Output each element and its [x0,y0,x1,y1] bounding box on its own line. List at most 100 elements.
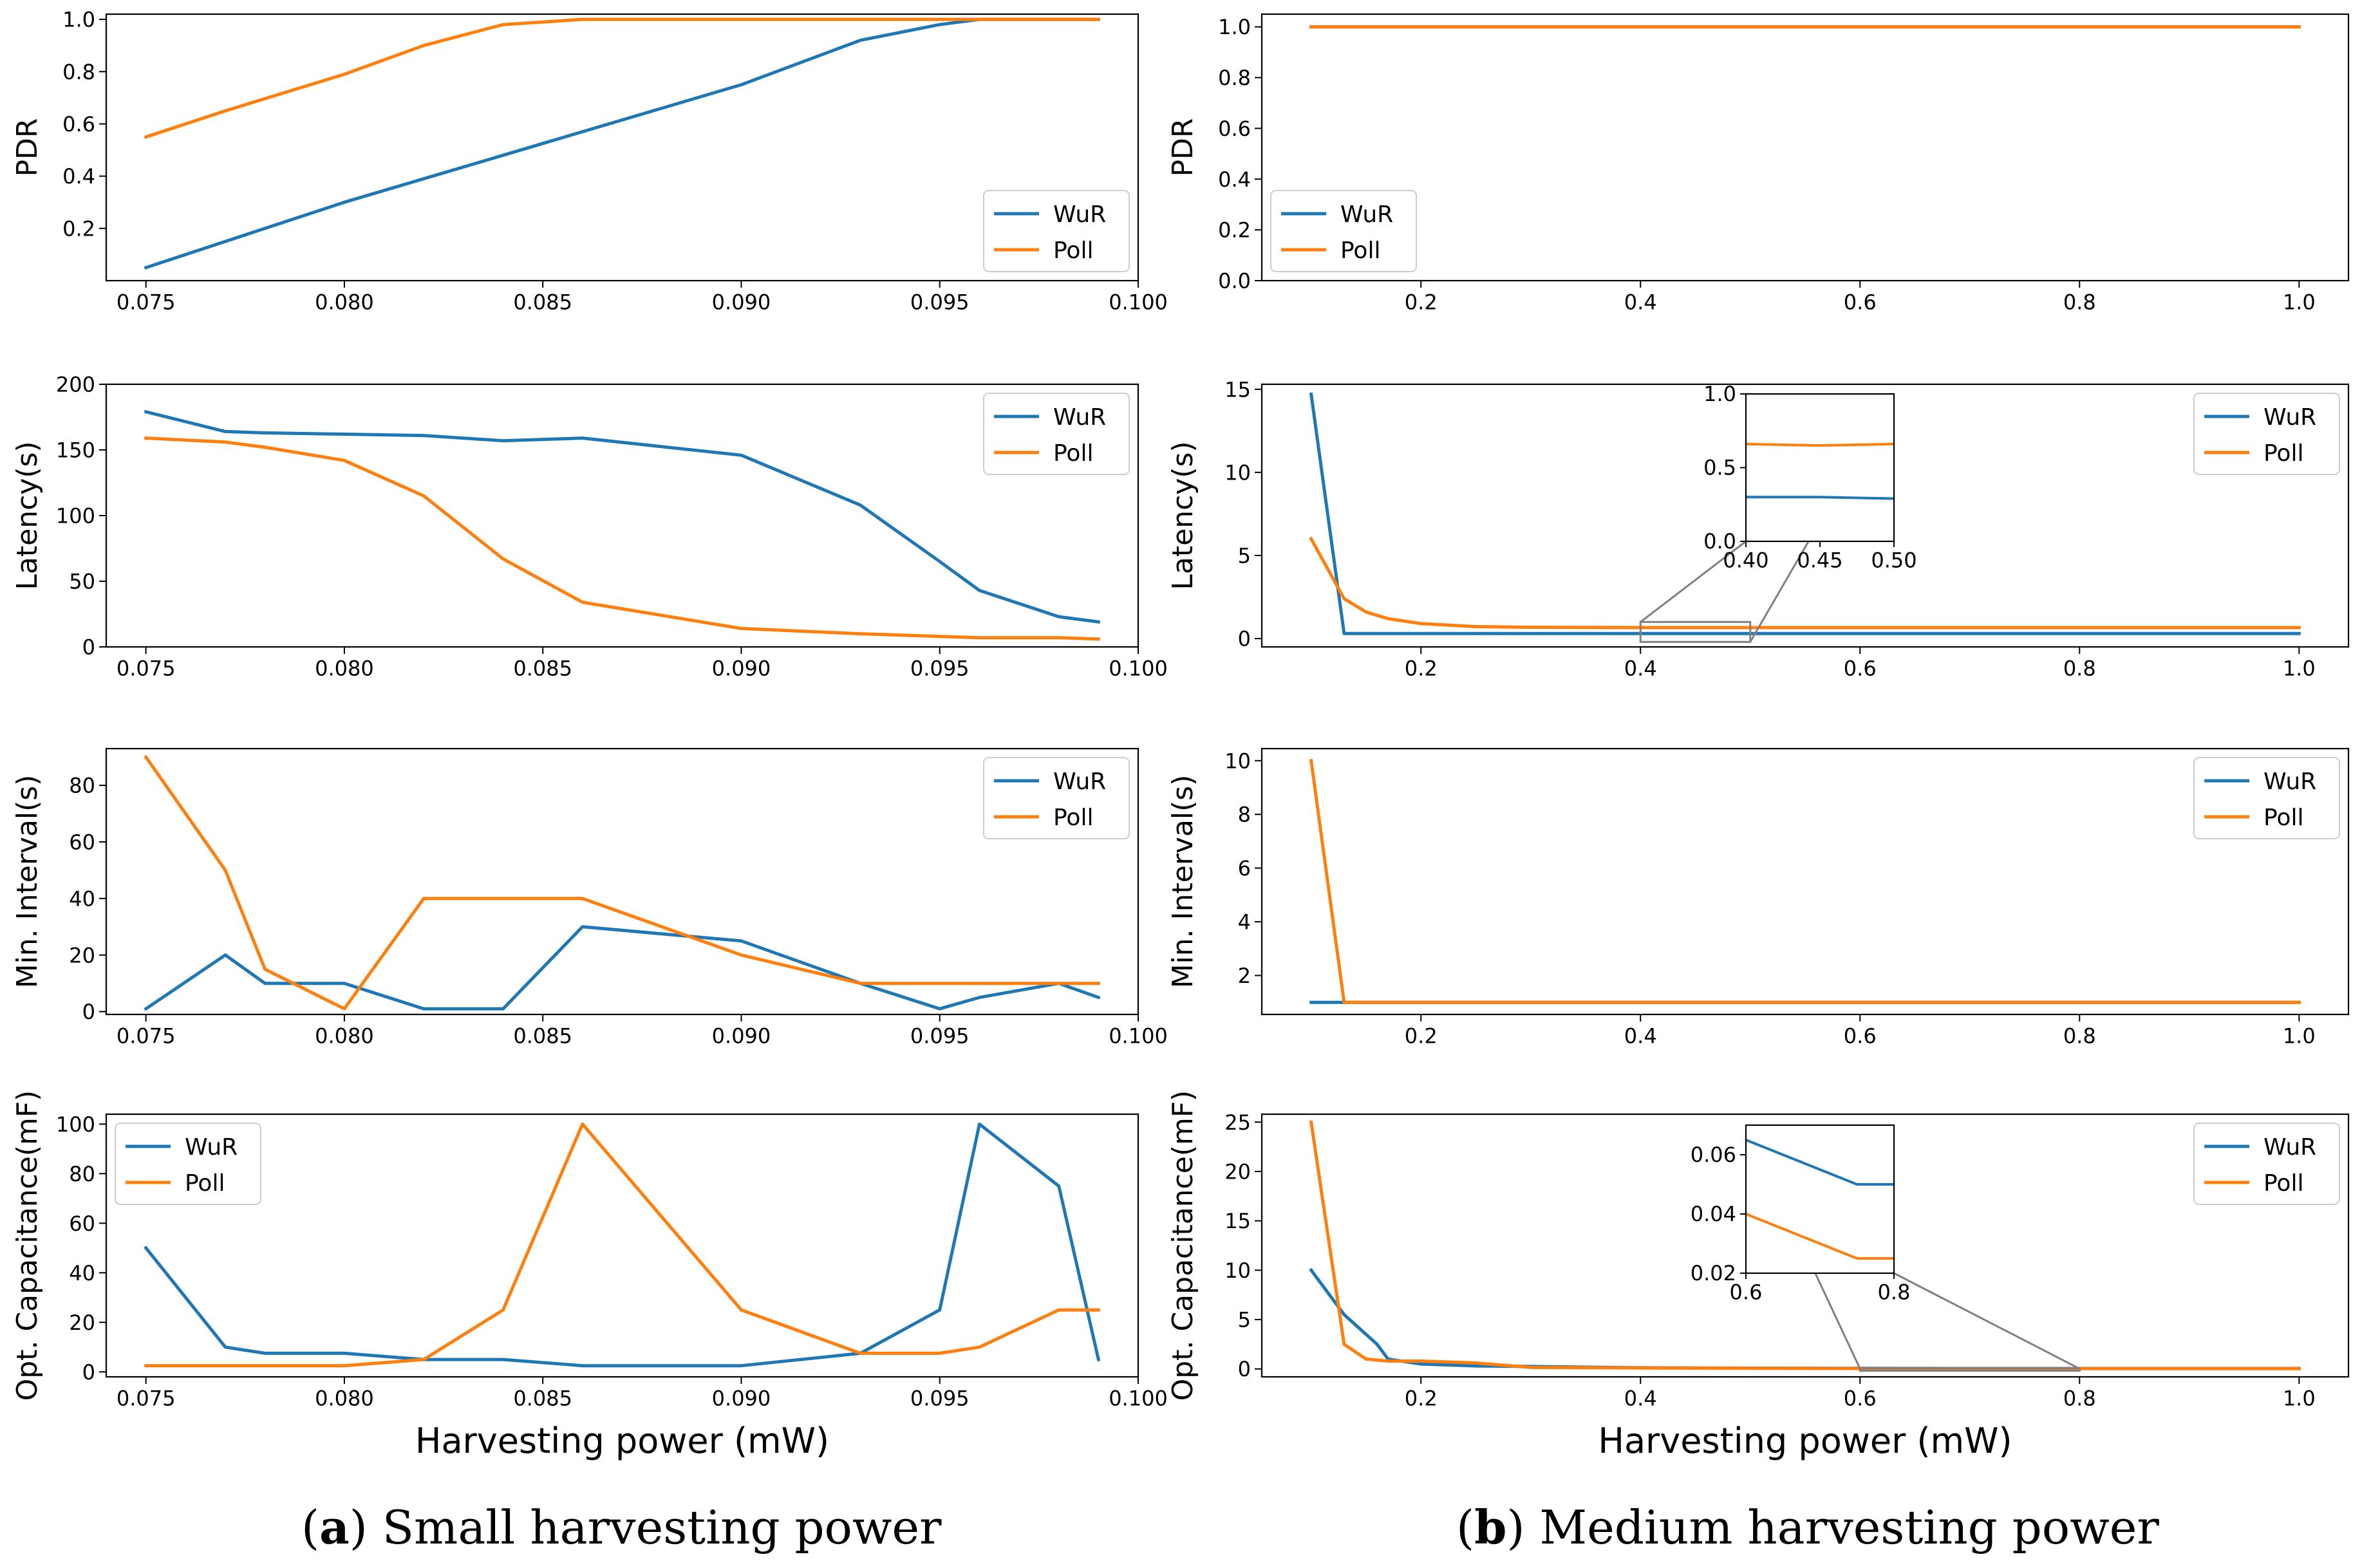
x-tick-label: 1.0 [2283,657,2316,681]
x-tick-label: 0.085 [513,1024,572,1049]
x-tick-label: 0.075 [117,657,176,681]
series-line-poll [1309,758,2301,1004]
x-tick-label: 0.6 [1844,657,1877,681]
x-tick-label: 0.6 [1730,1280,1763,1305]
y-tick-label: 0.02 [1691,1261,1736,1285]
axes-frame [105,747,1139,1016]
x-tick-label: 0.8 [2063,1386,2096,1411]
legend-label-poll: Poll [2264,440,2303,467]
x-tick-label: 0.6 [1844,290,1877,315]
x-axis-label: Harvesting power (mW) [1598,1421,2012,1461]
x-tick-label: 0.080 [315,1386,374,1411]
y-tick-label: 150 [56,438,95,463]
y-axis-label: Latency(s) [11,441,44,590]
x-tick-label: 0.45 [1797,548,1842,573]
y-tick-label: 0.2 [62,216,95,241]
y-tick-label: 10 [1224,1258,1251,1283]
plot-background [106,1114,1138,1377]
y-tick-label: 0.5 [1703,455,1736,480]
legend-label-wur: WuR [2264,769,2316,795]
series-line-poll [1309,536,2301,630]
y-tick-label: 60 [69,830,95,855]
y-tick-label: 80 [69,1162,95,1186]
y-tick-label: 0 [1238,1357,1251,1381]
legend-label-wur: WuR [2264,1134,2316,1161]
zoom-connector [1893,1272,2080,1370]
chart-a4: 0.075 0.080 0.085 0.090 0.095 0.100 0 20 40 60 80 1… [11,1090,1168,1461]
series-line-wur [144,409,1101,624]
y-axis-label: Min. Interval(s) [1167,775,1199,989]
y-tick-label: 200 [56,373,95,397]
y-tick-label: 0 [82,1360,95,1385]
axes-frame [1261,13,2350,282]
y-tick-label: 0.8 [1218,66,1251,90]
series-line-poll [1746,1212,1894,1260]
series-line-poll [144,17,1100,139]
x-tick-label: 0.090 [712,657,771,681]
y-tick-label: 40 [69,1261,95,1285]
chart-b4: 0.2 0.4 0.6 0.8 1.0 0 5 10 15 20 25 WuR Poll Opt. Cap… [1167,1090,2350,1461]
y-tick-label: 4 [1238,910,1251,935]
y-tick-label: 0 [82,635,95,660]
series-line-wur [1746,1138,1894,1186]
y-tick-label: 15 [1224,1209,1251,1233]
series-group [144,1122,1101,1368]
x-tick-label: 0.100 [1109,1024,1168,1049]
x-tick-label: 0.095 [910,290,970,315]
y-tick-label: 80 [69,774,95,798]
caption-a: (a) Small harvesting power [301,1500,942,1554]
x-tick-label: 1.0 [2283,1386,2316,1411]
x-tick-label: 0.50 [1871,548,1917,573]
series-group [1746,442,1894,500]
x-tick-label: 0.2 [1405,290,1438,315]
axes-frame [105,1113,1139,1378]
legend: WuR Poll [2193,757,2340,839]
y-tick-label: 15 [1224,377,1251,402]
inset-b4: 0.6 0.8 0.02 0.04 0.06 [1691,1124,1911,1305]
x-tick-label: 0.2 [1405,1386,1438,1411]
x-tick-label: 0.40 [1723,548,1768,573]
caption-b: (b) Medium harvesting power [1456,1500,2159,1554]
series-group [144,17,1100,270]
legend-label-poll: Poll [1053,238,1093,264]
x-tick-label: 0.6 [1844,1386,1877,1411]
legend-label-poll: Poll [2264,805,2303,831]
y-tick-label: 0.04 [1691,1202,1736,1226]
x-tick-label: 0.100 [1109,657,1168,681]
y-tick-label: 25 [1224,1110,1251,1135]
y-axis-label: Opt. Capacitance(mF) [1167,1090,1199,1401]
plot-background [1746,1125,1894,1273]
legend-label-wur: WuR [1053,769,1106,795]
y-tick-label: 100 [56,504,95,528]
x-tick-label: 0.080 [315,657,374,681]
x-tick-label: 0.8 [2063,657,2096,681]
y-tick-label: 10 [1224,460,1251,485]
plot-background [106,749,1138,1014]
x-tick-label: 0.095 [910,657,970,681]
y-tick-label: 5 [1238,1308,1251,1332]
series-line-wur [1746,496,1894,500]
x-tick-label: 1.0 [2283,290,2316,315]
plot-background [106,384,1138,647]
x-tick-label: 0.090 [712,290,771,315]
chart-b2: 0.2 0.4 0.6 0.8 1.0 0 5 10 15 WuR Poll Latency(s) 0.… [1167,377,2350,681]
x-tick-label: 0.080 [315,1024,374,1049]
legend-label-poll: Poll [1340,238,1380,264]
x-tick-label: 0.4 [1624,290,1657,315]
axes-frame [105,13,1139,282]
y-tick-label: 0 [82,1000,95,1024]
legend: WuR Poll [983,190,1130,272]
legend: WuR Poll [1270,190,1417,272]
chart-a3: 0.075 0.080 0.085 0.090 0.095 0.100 0 20 40 60 80 W… [11,747,1168,1049]
y-tick-label: 20 [1224,1159,1251,1184]
x-tick-label: 0.4 [1624,1024,1657,1049]
legend-label-poll: Poll [185,1170,225,1197]
y-tick-label: 0.4 [1218,167,1251,192]
y-tick-label: 1.0 [1218,15,1251,39]
x-tick-label: 0.2 [1405,1024,1438,1049]
legend-label-wur: WuR [1053,404,1106,431]
x-tick-label: 0.8 [1878,1280,1911,1305]
x-tick-label: 0.075 [117,290,176,315]
x-tick-label: 0.090 [712,1024,771,1049]
